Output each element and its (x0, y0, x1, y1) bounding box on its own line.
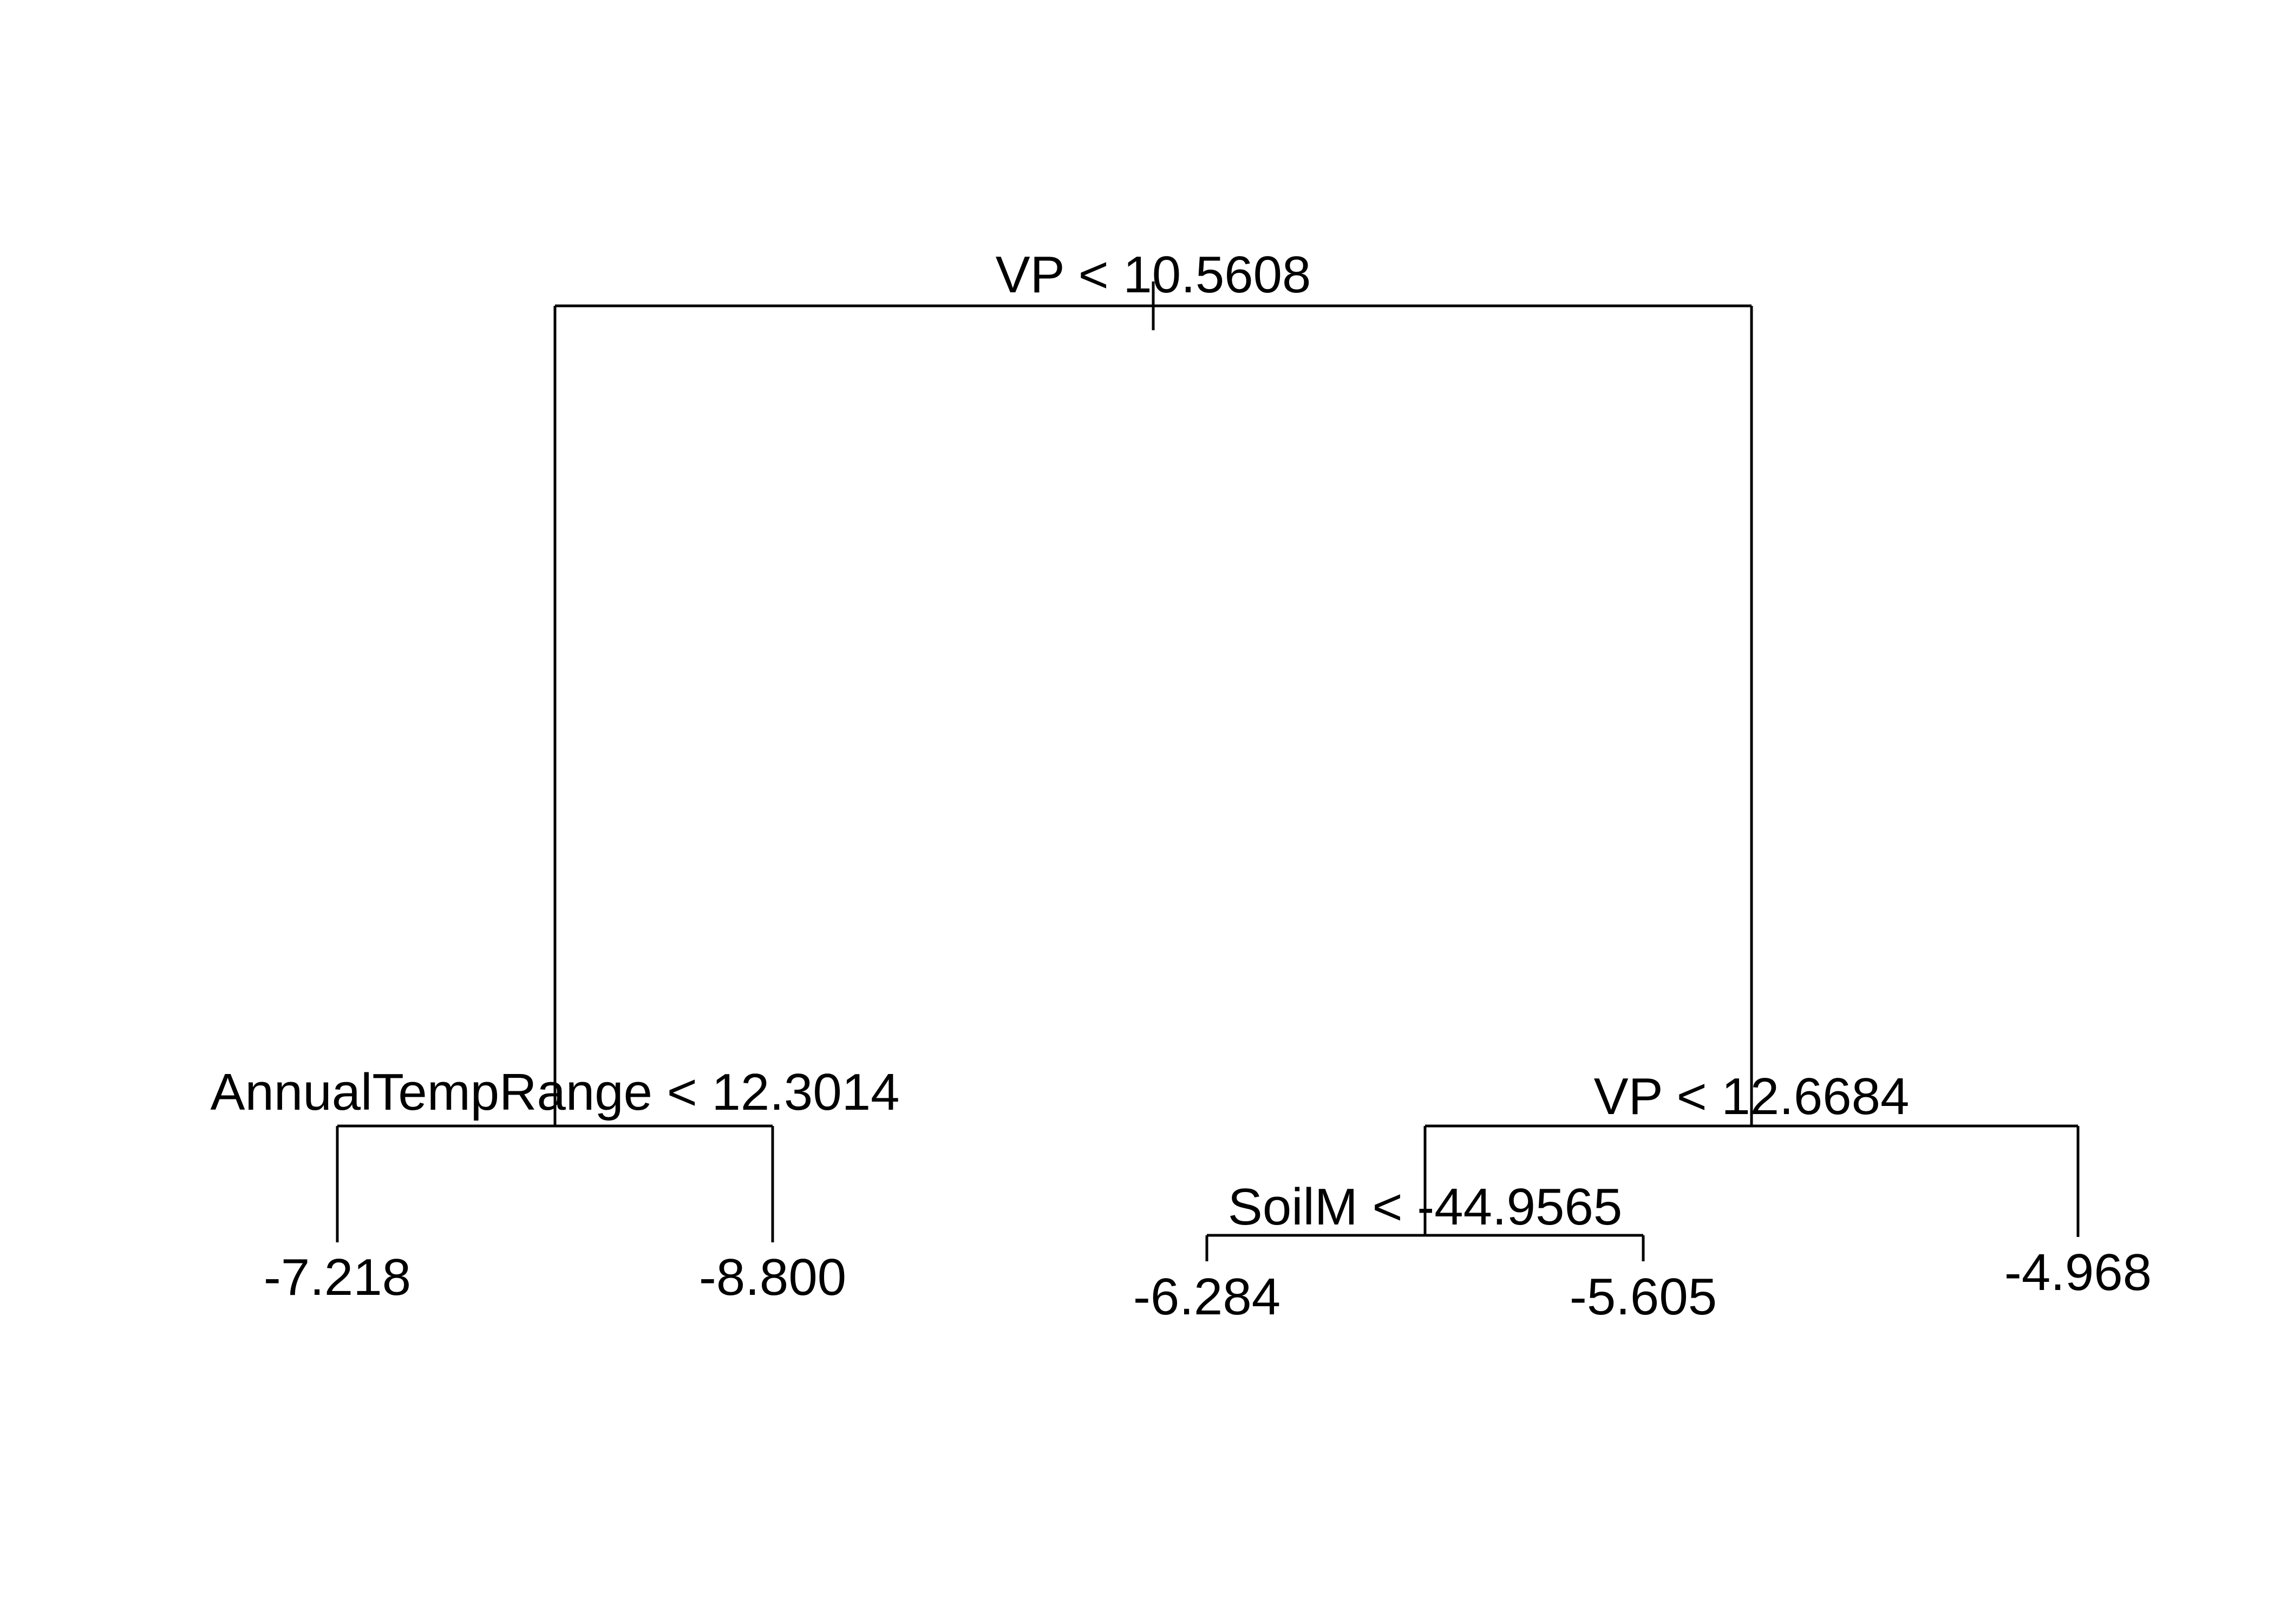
leaf-label-2: -8.800 (699, 1248, 846, 1306)
split-node-right: VP < 12.6684 (1423, 1068, 2080, 1237)
leaf-label-1: -7.218 (264, 1248, 411, 1306)
split-node-root: VP < 10.5608 (553, 246, 1753, 1126)
split-label-right-left: SoilM < -44.9565 (1228, 1178, 1622, 1236)
split-label-root: VP < 10.5608 (996, 246, 1311, 304)
split-label-left: AnnualTempRange < 12.3014 (211, 1063, 900, 1121)
leaf-label-5: -4.968 (2004, 1243, 2152, 1301)
leaf-label-3: -6.284 (1133, 1268, 1280, 1326)
leaf-label-4: -5.605 (1570, 1268, 1717, 1326)
split-label-right: VP < 12.6684 (1594, 1068, 1910, 1125)
split-node-left: AnnualTempRange < 12.3014 (211, 1063, 900, 1242)
split-node-right-left: SoilM < -44.9565 (1205, 1178, 1645, 1261)
